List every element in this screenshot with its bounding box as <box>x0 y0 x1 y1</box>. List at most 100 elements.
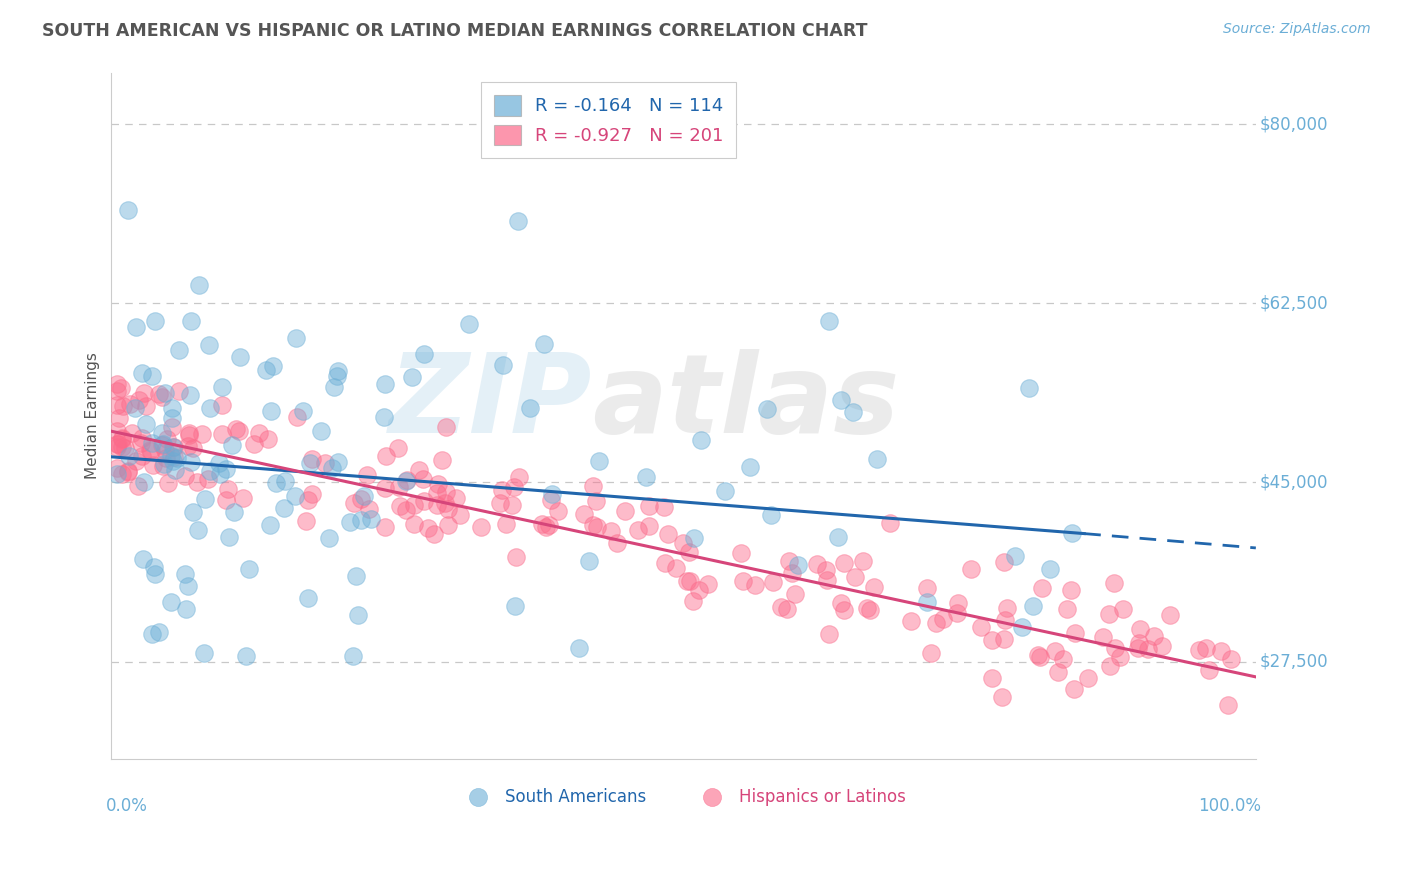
Point <box>217 482 239 496</box>
Point <box>141 368 163 383</box>
Point <box>780 566 803 581</box>
Text: Source: ZipAtlas.com: Source: ZipAtlas.com <box>1223 22 1371 37</box>
Point <box>105 376 128 391</box>
Point <box>105 467 128 481</box>
Point <box>274 474 297 488</box>
Point <box>152 436 174 450</box>
Point <box>506 214 529 228</box>
Point <box>139 444 162 458</box>
Point <box>156 432 179 446</box>
Point <box>193 646 215 660</box>
Point <box>519 401 541 416</box>
Point <box>238 562 260 576</box>
Point <box>353 489 375 503</box>
Point <box>375 450 398 464</box>
Point <box>1031 581 1053 595</box>
Point <box>110 381 132 395</box>
Point <box>1026 648 1049 662</box>
Point <box>665 561 688 575</box>
Point <box>347 607 370 622</box>
Point <box>423 526 446 541</box>
Point <box>148 624 170 639</box>
Point <box>1004 549 1026 564</box>
Point <box>426 486 449 500</box>
Point <box>1112 602 1135 616</box>
Point <box>1063 681 1085 696</box>
Point <box>412 472 434 486</box>
Point <box>191 427 214 442</box>
Point <box>412 494 434 508</box>
Point <box>301 452 323 467</box>
Point <box>349 492 371 507</box>
Point <box>537 518 560 533</box>
Y-axis label: Median Earnings: Median Earnings <box>86 352 100 479</box>
Point <box>762 575 785 590</box>
Point <box>162 454 184 468</box>
Point <box>672 536 695 550</box>
Point <box>166 451 188 466</box>
Point <box>770 599 793 614</box>
Point <box>852 554 875 568</box>
Point <box>235 648 257 663</box>
Point <box>218 530 240 544</box>
Text: ZIP: ZIP <box>388 349 592 456</box>
Point <box>142 458 165 472</box>
Point <box>127 479 149 493</box>
Point <box>120 397 142 411</box>
Point <box>160 595 183 609</box>
Point <box>981 632 1004 647</box>
Point <box>605 536 627 550</box>
Point <box>167 384 190 398</box>
Point <box>970 620 993 634</box>
Point <box>827 531 849 545</box>
Point <box>830 392 852 407</box>
Point <box>135 417 157 431</box>
Point <box>395 503 418 517</box>
Point <box>323 380 346 394</box>
Point <box>920 646 942 660</box>
Point <box>197 472 219 486</box>
Point <box>408 463 430 477</box>
Point <box>1209 643 1232 657</box>
Point <box>491 358 513 372</box>
Legend: South Americans, Hispanics or Latinos: South Americans, Hispanics or Latinos <box>454 780 912 813</box>
Point <box>321 461 343 475</box>
Point <box>1220 652 1243 666</box>
Point <box>1062 526 1084 541</box>
Point <box>1159 608 1181 623</box>
Point <box>530 516 553 531</box>
Point <box>179 425 201 440</box>
Point <box>714 484 737 499</box>
Point <box>388 500 411 514</box>
Point <box>815 563 838 577</box>
Point <box>900 614 922 628</box>
Point <box>344 568 367 582</box>
Point <box>948 597 970 611</box>
Point <box>197 338 219 352</box>
Point <box>325 369 347 384</box>
Point <box>578 554 600 568</box>
Point <box>815 574 838 588</box>
Point <box>215 493 238 508</box>
Point <box>262 359 284 373</box>
Point <box>148 387 170 401</box>
Point <box>959 562 981 576</box>
Point <box>1098 607 1121 622</box>
Point <box>242 437 264 451</box>
Point <box>180 314 202 328</box>
Point <box>373 410 395 425</box>
Point <box>434 496 457 510</box>
Point <box>157 476 180 491</box>
Point <box>160 449 183 463</box>
Point <box>188 278 211 293</box>
Point <box>818 627 841 641</box>
Point <box>153 443 176 458</box>
Point <box>129 435 152 450</box>
Point <box>778 554 800 568</box>
Point <box>638 499 661 513</box>
Point <box>273 501 295 516</box>
Point <box>489 496 512 510</box>
Point <box>225 422 247 436</box>
Point <box>675 574 697 588</box>
Point <box>402 498 425 512</box>
